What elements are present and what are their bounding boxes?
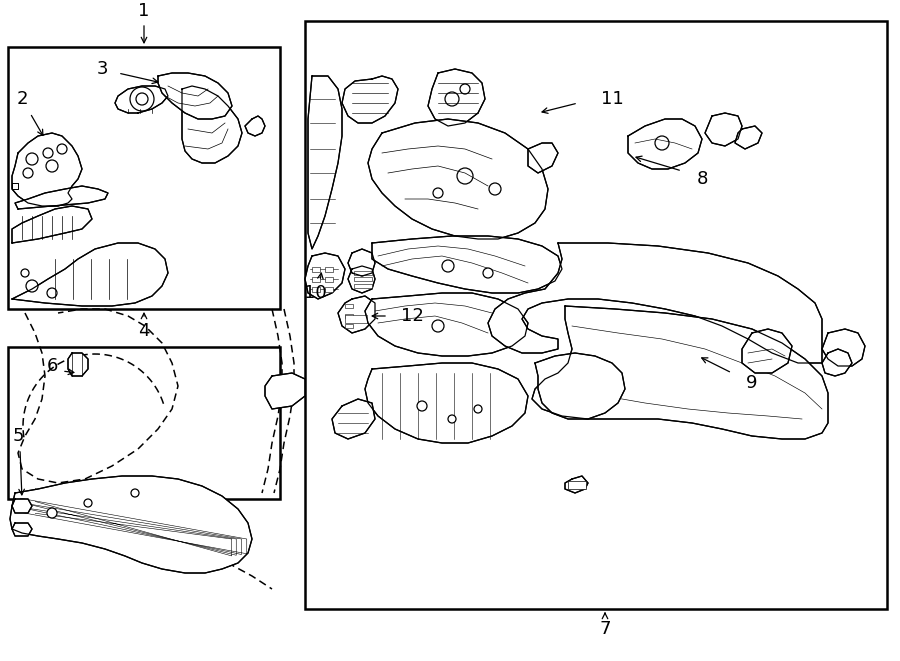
- Text: 6: 6: [46, 357, 58, 375]
- Polygon shape: [305, 253, 345, 299]
- Polygon shape: [628, 119, 702, 169]
- Polygon shape: [535, 353, 625, 419]
- Polygon shape: [372, 236, 562, 293]
- Bar: [325, 277, 333, 282]
- Polygon shape: [348, 266, 375, 293]
- Bar: [345, 324, 353, 328]
- Text: 2: 2: [16, 90, 28, 108]
- Polygon shape: [365, 293, 528, 356]
- Circle shape: [26, 280, 38, 292]
- Polygon shape: [528, 143, 558, 173]
- Bar: [345, 314, 353, 318]
- Bar: [8, 47, 280, 309]
- Circle shape: [130, 87, 154, 111]
- Bar: [325, 267, 333, 272]
- Polygon shape: [12, 183, 18, 189]
- Circle shape: [131, 489, 139, 497]
- Polygon shape: [15, 186, 108, 209]
- Text: 3: 3: [96, 60, 108, 78]
- Bar: [325, 287, 333, 292]
- Circle shape: [46, 160, 58, 172]
- Polygon shape: [10, 476, 252, 573]
- Bar: [354, 271, 372, 275]
- Polygon shape: [428, 69, 485, 126]
- Circle shape: [460, 84, 470, 94]
- Circle shape: [442, 260, 454, 272]
- Circle shape: [655, 136, 669, 150]
- Polygon shape: [265, 373, 305, 409]
- Polygon shape: [735, 126, 762, 149]
- Text: 9: 9: [746, 374, 758, 392]
- Bar: [305, 21, 887, 609]
- Circle shape: [47, 508, 57, 518]
- Circle shape: [483, 268, 493, 278]
- Bar: [8, 347, 280, 499]
- Bar: [312, 287, 320, 292]
- Bar: [568, 481, 586, 489]
- Bar: [312, 267, 320, 272]
- Polygon shape: [342, 76, 398, 123]
- Polygon shape: [565, 476, 588, 493]
- Polygon shape: [12, 499, 32, 513]
- Bar: [312, 277, 320, 282]
- Circle shape: [84, 499, 92, 507]
- Bar: [354, 284, 372, 288]
- Circle shape: [57, 144, 67, 154]
- Circle shape: [136, 93, 148, 105]
- Polygon shape: [532, 306, 828, 439]
- Text: 11: 11: [600, 90, 624, 108]
- Polygon shape: [12, 133, 82, 206]
- Polygon shape: [308, 76, 342, 249]
- Circle shape: [23, 168, 33, 178]
- Bar: [345, 304, 353, 308]
- Polygon shape: [182, 86, 242, 163]
- Text: 10: 10: [303, 284, 327, 302]
- Polygon shape: [368, 119, 548, 239]
- Polygon shape: [12, 206, 92, 243]
- Circle shape: [47, 288, 57, 298]
- Circle shape: [26, 153, 38, 165]
- Circle shape: [448, 415, 456, 423]
- Text: 8: 8: [697, 170, 707, 188]
- Polygon shape: [348, 249, 375, 276]
- Polygon shape: [822, 329, 865, 366]
- Circle shape: [43, 148, 53, 158]
- Text: 12: 12: [400, 307, 423, 325]
- Polygon shape: [488, 243, 822, 363]
- Polygon shape: [365, 363, 528, 443]
- Circle shape: [445, 92, 459, 106]
- Bar: [354, 277, 372, 281]
- Text: 1: 1: [139, 2, 149, 20]
- Polygon shape: [332, 399, 375, 439]
- Polygon shape: [158, 73, 232, 119]
- Text: 4: 4: [139, 322, 149, 340]
- Polygon shape: [245, 116, 265, 136]
- Polygon shape: [68, 353, 88, 376]
- Text: 5: 5: [13, 427, 23, 445]
- Polygon shape: [705, 113, 742, 146]
- Circle shape: [474, 405, 482, 413]
- Text: 7: 7: [599, 620, 611, 638]
- Circle shape: [457, 168, 473, 184]
- Circle shape: [433, 188, 443, 198]
- Polygon shape: [822, 349, 852, 376]
- Bar: [345, 315, 367, 323]
- Polygon shape: [338, 296, 375, 333]
- Polygon shape: [115, 86, 168, 113]
- Circle shape: [489, 183, 501, 195]
- Polygon shape: [12, 523, 32, 536]
- Polygon shape: [742, 329, 792, 373]
- Circle shape: [417, 401, 427, 411]
- Circle shape: [21, 269, 29, 277]
- Polygon shape: [12, 243, 168, 306]
- Circle shape: [432, 320, 444, 332]
